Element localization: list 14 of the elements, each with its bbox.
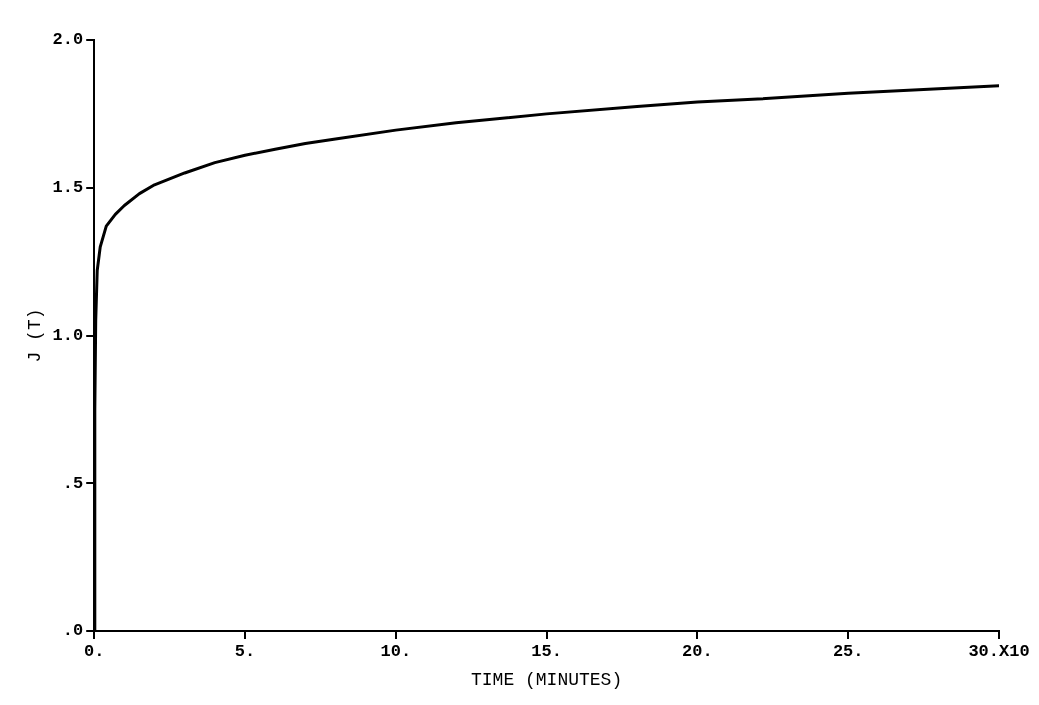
y-tick-label: .0: [62, 621, 84, 641]
y-tick-label: .5: [62, 473, 84, 493]
x-tick-label: 0.: [84, 642, 105, 662]
x-tick-label: 20.: [682, 642, 713, 662]
x-tick-label: 25.: [832, 642, 864, 662]
x-axis-title: TIME (MINUTES): [470, 669, 623, 690]
y-tick-label: 1.5: [52, 178, 84, 198]
x-tick-label: 5.: [234, 642, 256, 662]
y-axis-title: J (T): [24, 308, 45, 363]
x-tick-label: 15.: [531, 642, 562, 662]
x-tick-label: 30.X10: [968, 642, 1030, 662]
y-tick-label: 2.0: [52, 30, 84, 50]
y-tick-label: 1.0: [52, 325, 84, 345]
x-tick-label: 10.: [380, 642, 412, 662]
